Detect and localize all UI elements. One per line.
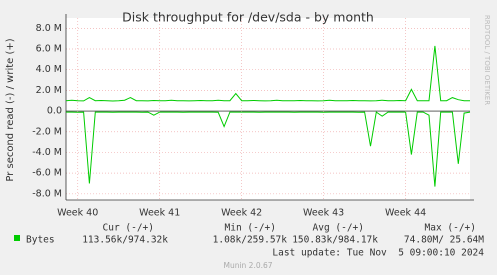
y-tick-label: -8.0 M (32, 188, 62, 199)
y-axis-label: Pr second read (-) / write (+) (5, 38, 16, 181)
last-update: Last update: Tue Nov 5 09:00:10 2024 (272, 248, 484, 259)
x-tick-label: Week 44 (385, 208, 426, 219)
y-tick-label: 8.0 M (36, 23, 62, 34)
legend-header: Cur (-/+) (103, 223, 154, 234)
chart-title: Disk throughput for /dev/sda - by month (122, 10, 374, 25)
y-tick-label: 4.0 M (36, 64, 62, 75)
legend-value: 1.08k/259.57k (213, 235, 288, 246)
x-tick-label: Week 42 (221, 208, 262, 219)
legend-value: 150.83k/984.17k (292, 235, 378, 246)
legend-header: Min (-/+) (225, 223, 276, 234)
series-line (65, 45, 470, 102)
legend-header: Max (-/+) (425, 223, 476, 234)
plot-area (66, 18, 470, 200)
y-tick-label: -4.0 M (32, 147, 62, 158)
x-tick-label: Week 40 (57, 208, 98, 219)
y-tick-label: -2.0 M (32, 126, 62, 137)
side-label: RRDTOOL / TOBI OETIKER (483, 15, 491, 105)
footer: Munin 2.0.67 (223, 261, 272, 270)
y-tick-label: 6.0 M (36, 44, 62, 55)
y-tick-label: -6.0 M (32, 168, 62, 179)
legend-header: Avg (-/+) (313, 223, 364, 234)
series-line (66, 111, 471, 187)
x-tick-label: Week 41 (139, 208, 180, 219)
y-tick-label: 2.0 M (36, 85, 62, 96)
legend-value: 74.80M/ 25.64M (404, 235, 484, 246)
legend-value: 113.56k/974.32k (82, 235, 168, 246)
legend-swatch (14, 235, 20, 241)
x-tick-label: Week 43 (303, 208, 344, 219)
legend-label: Bytes (26, 235, 55, 246)
y-tick-label: 0.0 (47, 106, 62, 117)
